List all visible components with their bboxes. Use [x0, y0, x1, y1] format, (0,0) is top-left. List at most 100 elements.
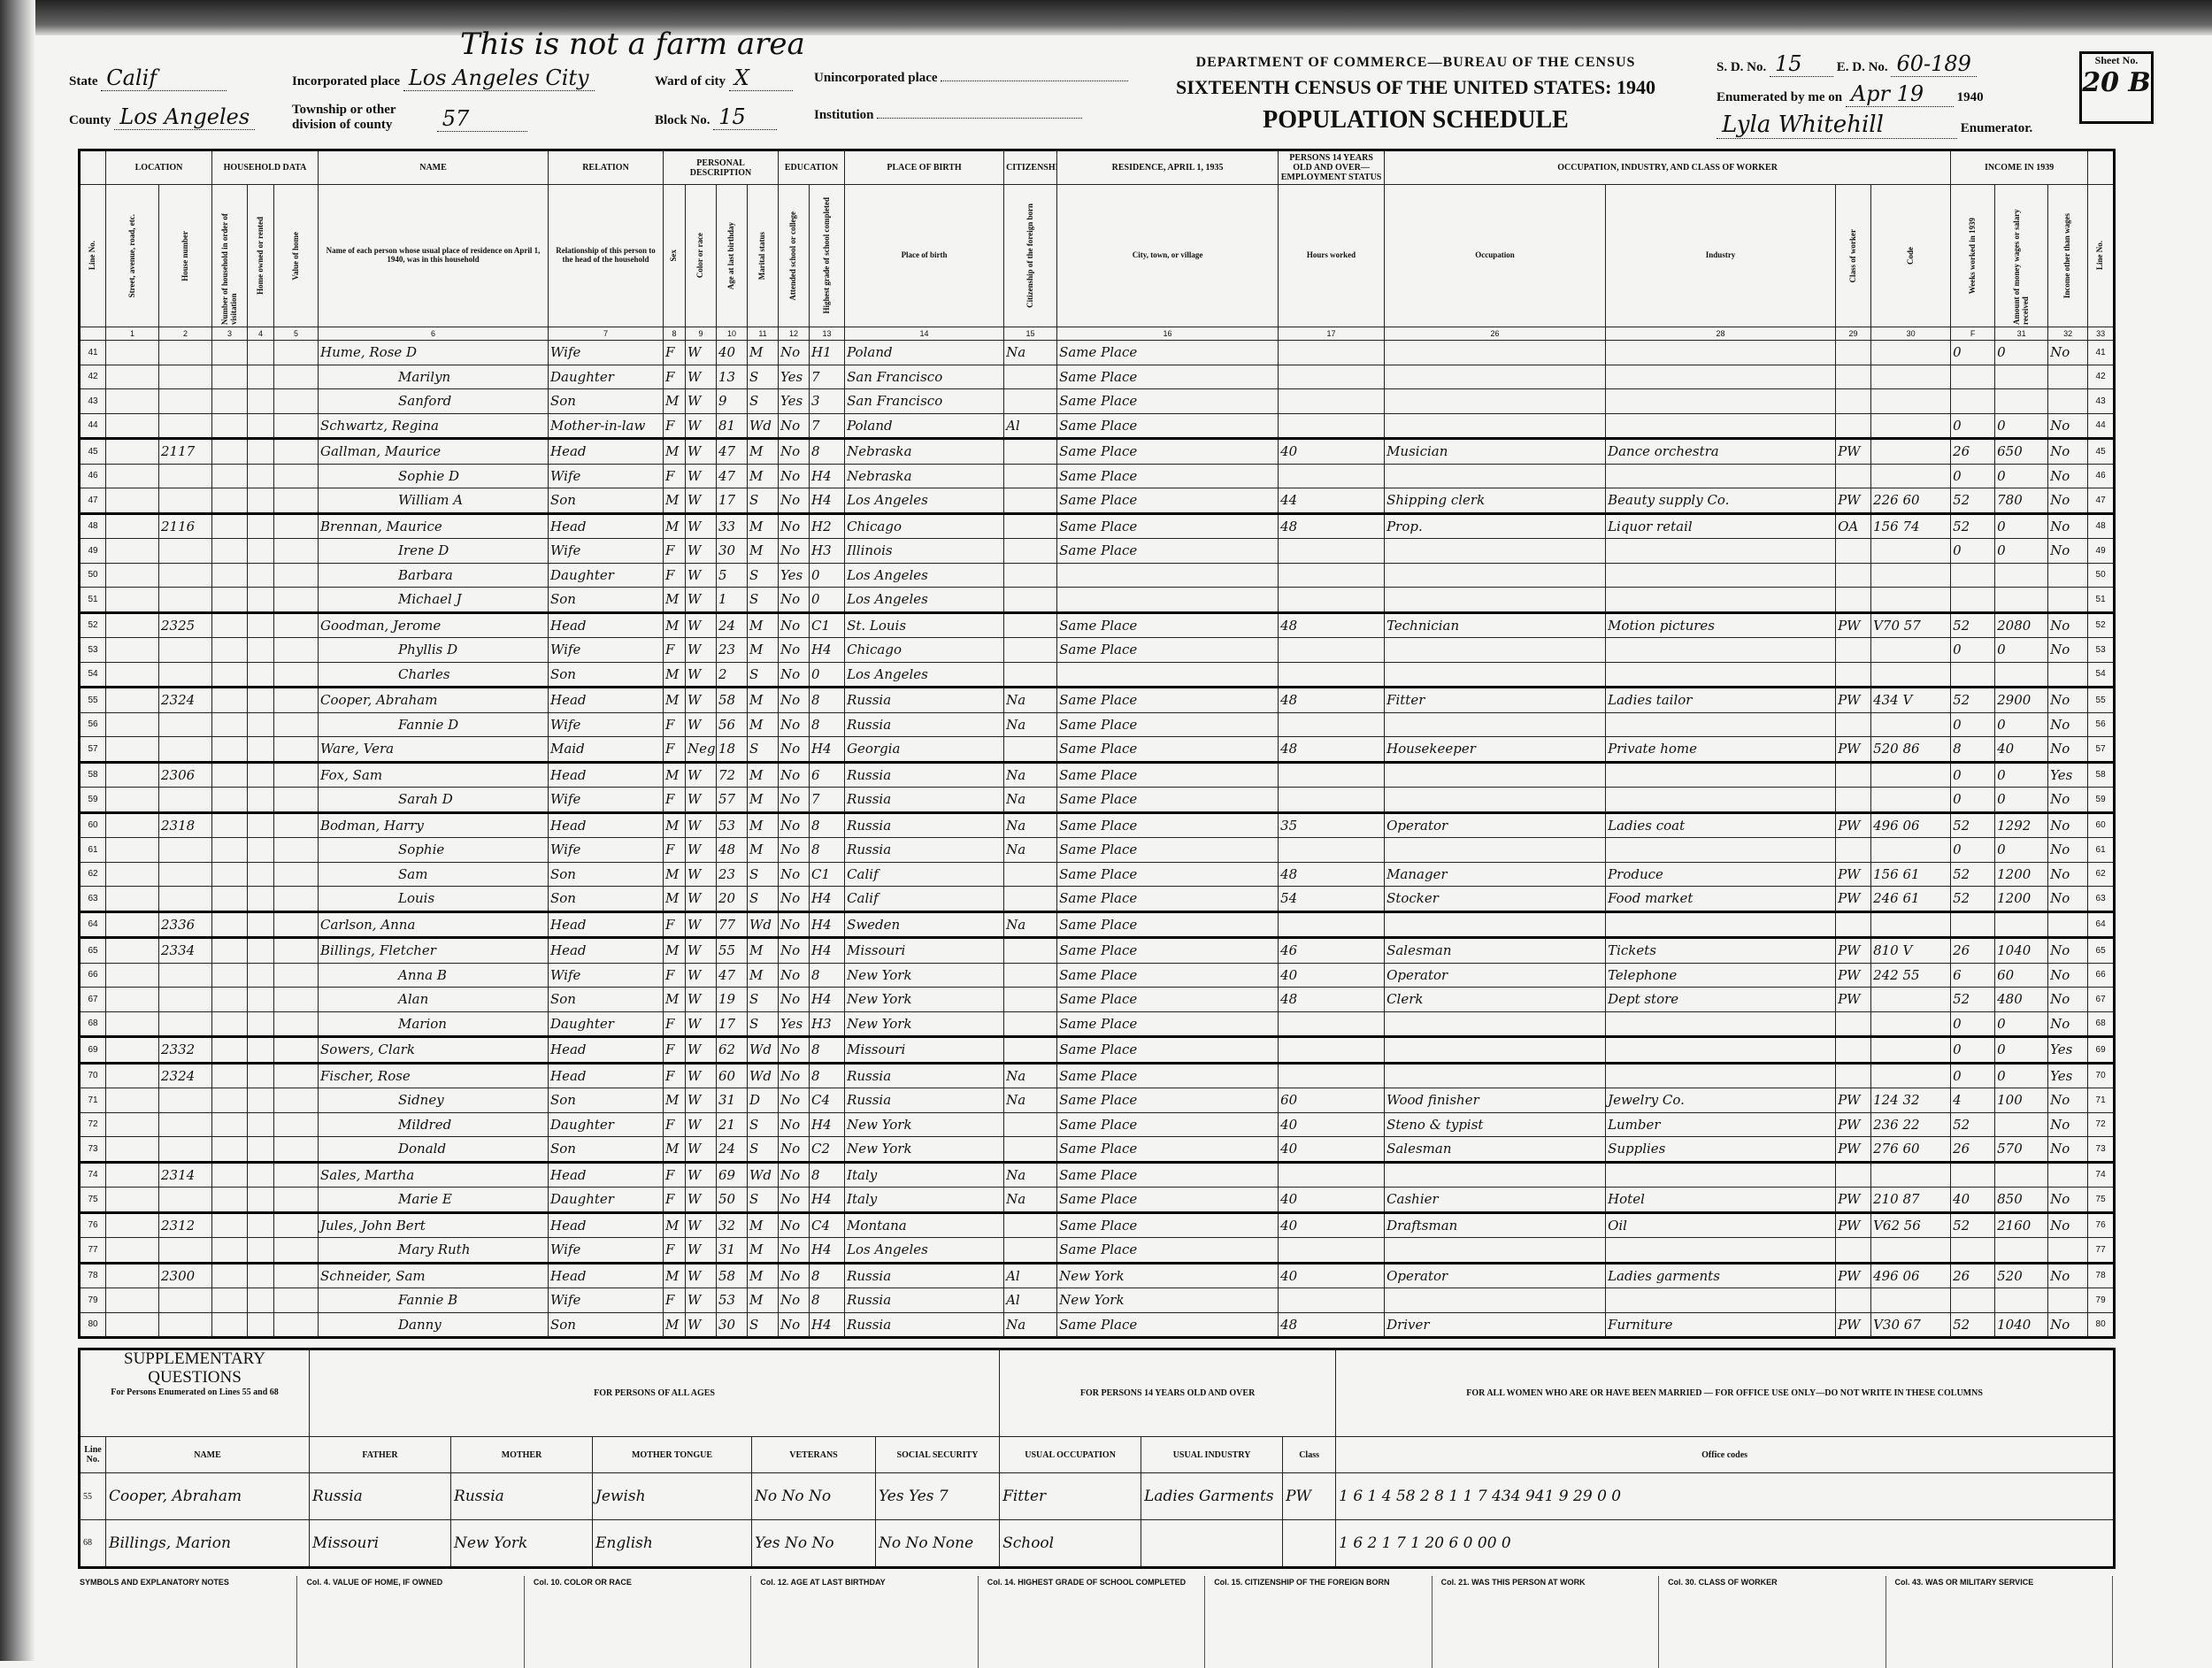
cell-cit: Na — [1003, 711, 1058, 737]
cell-oth: No — [2047, 787, 2089, 813]
column-number: 5 — [273, 327, 319, 341]
empty-cell — [247, 760, 274, 788]
township-label: Township or other division of county — [292, 103, 396, 132]
cell-res: Same Place — [1056, 711, 1279, 737]
scan-top-edge — [0, 0, 2212, 35]
empty-cell — [211, 1088, 248, 1113]
empty-cell — [273, 936, 319, 964]
cell-sch: No — [778, 538, 810, 564]
supp-cell-ss: No No None — [875, 1518, 1001, 1569]
enumerated-label: Enumerated by me on — [1717, 90, 1843, 104]
department-heading: DEPARTMENT OF COMMERCE—BUREAU OF THE CEN… — [1195, 55, 1636, 70]
empty-cell — [211, 1111, 248, 1137]
cell-sex: F — [663, 837, 686, 863]
cell-oth: No — [2047, 1311, 2089, 1338]
cell-res: Same Place — [1056, 1088, 1279, 1113]
empty-cell — [211, 511, 248, 539]
line-number: 44 — [79, 412, 106, 439]
cell-house: 2336 — [158, 910, 212, 938]
group-income: INCOME IN 1939 — [1950, 150, 2089, 185]
footnote-heading: Col. 10. COLOR OR RACE — [533, 1578, 632, 1587]
cell-race: W — [685, 1261, 717, 1288]
cell-sex: M — [663, 611, 686, 638]
cell-name: Irene D — [318, 538, 549, 564]
cell-race: Neg — [685, 736, 717, 763]
cell-race: W — [685, 962, 717, 988]
empty-cell — [105, 538, 159, 564]
cell-mar: M — [746, 837, 780, 863]
cell-rel: Head — [548, 1035, 664, 1064]
line-number: 69 — [2087, 1035, 2116, 1064]
cell-res: Same Place — [1056, 1211, 1279, 1238]
cell-wks: 26 — [1950, 1136, 1996, 1163]
cell-mar: S — [746, 661, 780, 688]
cell-sch: No — [778, 1061, 810, 1088]
cell-rel: Wife — [548, 463, 664, 488]
cell-code: V30 67 — [1870, 1311, 1952, 1338]
footnote-column: Col. 4. VALUE OF HOME, IF OWNED — [304, 1576, 525, 1668]
cell-sex: M — [663, 1211, 686, 1238]
cell-birth: Russia — [844, 711, 1005, 737]
column-header: Amount of money wages or salary received — [1994, 184, 2049, 327]
column-header-label: Line No. — [2095, 241, 2105, 271]
empty-cell — [105, 760, 159, 788]
cell-ind — [1605, 538, 1837, 564]
cell-house — [158, 1311, 212, 1338]
cell-occ: Musician — [1384, 437, 1607, 465]
cell-birth: Los Angeles — [844, 587, 1005, 613]
cell-hrs — [1278, 787, 1386, 813]
cell-code: 810 V — [1870, 936, 1952, 964]
empty-cell — [273, 364, 319, 389]
column-header: Age at last birthday — [716, 184, 748, 327]
empty-cell — [211, 661, 248, 688]
cell-wage: 0 — [1994, 463, 2049, 488]
ward-label: Ward of city — [655, 74, 726, 88]
cell-grade: H4 — [809, 1311, 846, 1338]
empty-cell — [273, 811, 319, 838]
column-header: Income other than wages — [2047, 184, 2089, 327]
cell-cit — [1003, 611, 1058, 638]
column-number: 3 — [211, 327, 248, 341]
empty-cell — [211, 736, 248, 763]
supp-cell-ind — [1141, 1518, 1284, 1569]
cell-sex: F — [663, 463, 686, 488]
cell-occ — [1384, 1061, 1607, 1088]
line-number: 43 — [2087, 388, 2116, 414]
cell-res: Same Place — [1056, 463, 1279, 488]
cell-hrs: 48 — [1278, 611, 1386, 638]
cell-house — [158, 987, 212, 1012]
cell-hrs — [1278, 837, 1386, 863]
cell-oth: No — [2047, 488, 2089, 514]
empty-cell — [105, 711, 159, 737]
cell-birth: New York — [844, 962, 1005, 988]
cell-grade: 7 — [809, 364, 846, 389]
cell-birth: Chicago — [844, 511, 1005, 539]
cell-wage — [1994, 910, 2049, 938]
cell-occ — [1384, 637, 1607, 663]
cell-house — [158, 412, 212, 439]
cell-oth: No — [2047, 637, 2089, 663]
cell-ind — [1605, 388, 1837, 414]
cell-age: 56 — [716, 711, 748, 737]
cell-res — [1056, 562, 1279, 588]
empty-cell — [273, 1111, 319, 1137]
cell-grade: 8 — [809, 962, 846, 988]
cell-code: 242 55 — [1870, 962, 1952, 988]
cell-ind: Ladies coat — [1605, 811, 1837, 838]
cell-wks: 52 — [1950, 1111, 1996, 1137]
cell-age: 24 — [716, 1136, 748, 1163]
cell-code: 226 60 — [1870, 488, 1952, 514]
cell-oth — [2047, 587, 2089, 613]
column-header: Line No. — [79, 184, 106, 327]
empty-cell — [273, 511, 319, 539]
line-number: 62 — [2087, 861, 2116, 887]
cell-race: W — [685, 412, 717, 439]
supp-cell-occ: School — [999, 1518, 1142, 1569]
cell-race: W — [685, 463, 717, 488]
cell-cls: PW — [1835, 1088, 1872, 1113]
cell-cit — [1003, 1136, 1058, 1163]
cell-wage: 0 — [1994, 837, 2049, 863]
cell-house: 2324 — [158, 1061, 212, 1088]
cell-age: 31 — [716, 1088, 748, 1113]
column-header: House number — [158, 184, 212, 327]
